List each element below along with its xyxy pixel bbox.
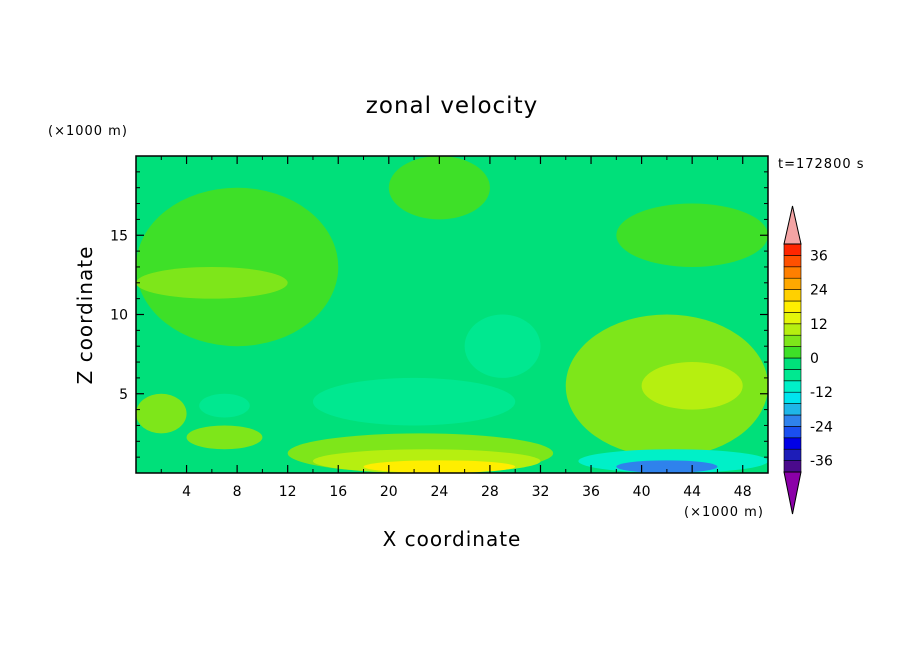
contour-region (136, 266, 288, 299)
colorbar-tick-label: 12 (810, 317, 828, 333)
colorbar-swatch (783, 460, 802, 473)
colorbar-swatch (783, 380, 802, 393)
x-tick-label: 28 (481, 484, 499, 500)
colorbar-swatch (783, 391, 802, 404)
contour-region (388, 156, 490, 220)
x-tick-label: 4 (182, 484, 191, 500)
x-tick-label: 48 (734, 484, 752, 500)
colorbar-tick-label: -24 (810, 419, 833, 435)
colorbar-swatch (783, 312, 802, 325)
contour-region (186, 425, 263, 450)
chart-title: zonal velocity (366, 93, 538, 119)
y-tick-label: 15 (110, 228, 128, 244)
colorbar-swatch (783, 426, 802, 439)
y-tick-label: 10 (110, 308, 128, 324)
y-axis-label: Z coordinate (73, 246, 97, 385)
colorbar-swatch (783, 403, 802, 416)
x-tick-label: 36 (582, 484, 600, 500)
x-tick-label: 12 (279, 484, 297, 500)
y-tick-label: 5 (119, 387, 128, 403)
contour-field (136, 156, 768, 473)
time-label: t=172800 s (778, 157, 865, 172)
colorbar-swatch (783, 414, 802, 427)
x-tick-label: 20 (380, 484, 398, 500)
x-tick-label: 24 (430, 484, 448, 500)
y-unit-label: (×1000 m) (48, 124, 128, 139)
colorbar-swatch (783, 334, 802, 347)
colorbar-swatch (783, 266, 802, 279)
colorbar-swatch (783, 346, 802, 359)
colorbar-swatch (783, 277, 802, 290)
colorbar-under-triangle (783, 471, 802, 515)
x-tick-label: 40 (633, 484, 651, 500)
x-tick-label: 16 (329, 484, 347, 500)
contour-region (136, 187, 339, 347)
colorbar-swatch (783, 289, 802, 302)
colorbar-swatch (783, 448, 802, 461)
x-axis: 4 8 12 16 20 24 28 32 36 40 44 48 (160, 156, 752, 500)
colorbar-tick-label: 0 (810, 351, 819, 367)
contour-region (136, 393, 187, 434)
colorbar-swatch (783, 243, 802, 256)
colorbar-tick-label: -12 (810, 385, 833, 401)
colorbar-tick-label: 24 (810, 283, 828, 299)
contour-region (199, 393, 250, 418)
contour-regions (136, 156, 768, 473)
contour-region (616, 203, 768, 267)
colorbar-swatch (783, 357, 802, 370)
colorbar-over-triangle (783, 205, 802, 245)
colorbar-swatch (783, 255, 802, 268)
colorbar-tick-label: 36 (810, 248, 828, 264)
contour-region (464, 314, 541, 378)
colorbar-swatch (783, 323, 802, 336)
x-axis-label: X coordinate (383, 527, 522, 551)
contour-region (312, 377, 516, 426)
colorbar-tick-label: -36 (810, 454, 833, 470)
x-tick-label: 44 (683, 484, 701, 500)
colorbar: 36 24 12 0 -12 -24 -36 (783, 205, 833, 515)
x-tick-label: 32 (532, 484, 550, 500)
colorbar-swatch (783, 369, 802, 382)
contour-region (641, 362, 743, 410)
colorbar-swatch (783, 437, 802, 450)
y-axis: 5 10 15 (110, 171, 768, 458)
x-unit-label: (×1000 m) (684, 505, 764, 520)
x-tick-label: 8 (233, 484, 242, 500)
colorbar-swatch (783, 300, 802, 313)
